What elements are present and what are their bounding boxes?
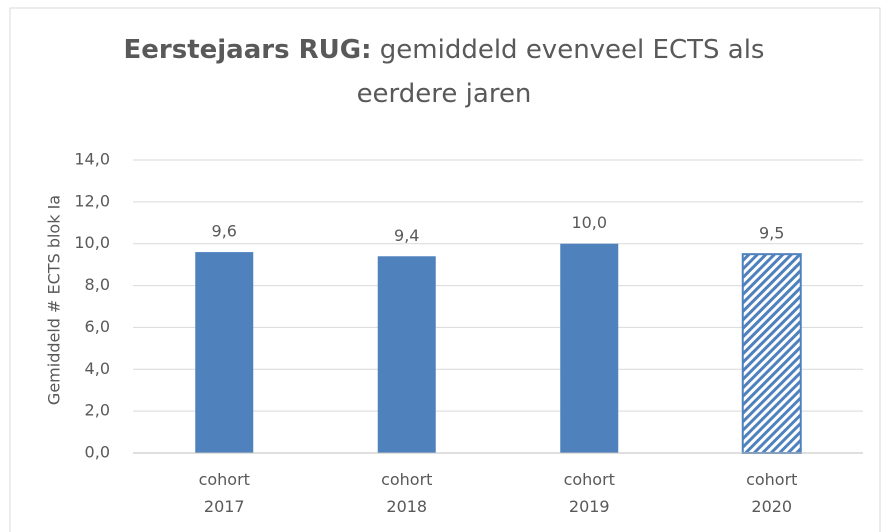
bar bbox=[377, 256, 436, 453]
value-label: 10,0 bbox=[571, 213, 607, 232]
x-tick-label: cohort 2017 bbox=[198, 470, 250, 516]
y-tick-label: 8,0 bbox=[85, 275, 110, 294]
value-label: 9,4 bbox=[394, 226, 419, 245]
y-tick-label: 2,0 bbox=[85, 401, 110, 420]
chart-border bbox=[9, 7, 881, 532]
chart-title: Eerstejaars RUG: gemiddeld evenveel ECTS… bbox=[110, 28, 778, 116]
y-tick-label: 6,0 bbox=[85, 317, 110, 336]
bar bbox=[741, 253, 802, 454]
x-tick-label: cohort 2020 bbox=[746, 470, 798, 516]
title-bold: Eerstejaars RUG: bbox=[123, 35, 372, 65]
x-tick-label: cohort 2019 bbox=[563, 470, 615, 516]
title-text: gemiddeld evenveel ECTS als eerdere jare… bbox=[356, 35, 765, 109]
y-tick-label: 4,0 bbox=[85, 359, 110, 378]
value-label: 9,5 bbox=[759, 224, 784, 243]
y-tick-label: 10,0 bbox=[74, 233, 110, 252]
y-tick-label: 14,0 bbox=[74, 150, 110, 169]
y-tick-label: 12,0 bbox=[74, 191, 110, 210]
value-label: 9,6 bbox=[212, 222, 237, 241]
bar bbox=[195, 252, 254, 453]
y-tick-label: 0,0 bbox=[85, 443, 110, 462]
y-axis-label: Gemiddeld # ECTS blok Ia bbox=[45, 195, 64, 405]
bar bbox=[560, 243, 619, 453]
x-tick-label: cohort 2018 bbox=[381, 470, 433, 516]
